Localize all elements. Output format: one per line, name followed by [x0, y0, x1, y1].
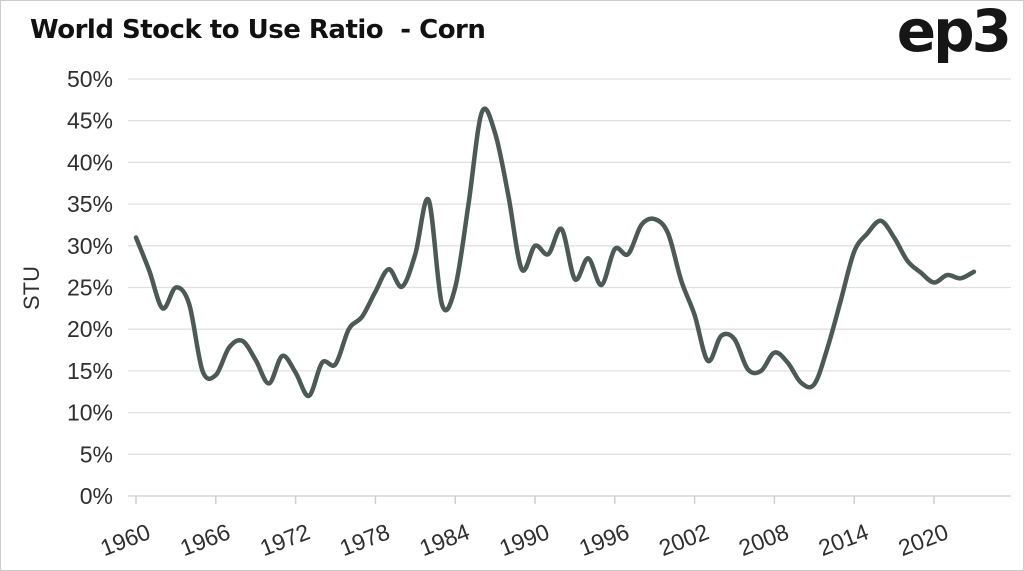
y-tick-label: 35%: [67, 191, 113, 217]
x-tick-label: 2002: [655, 518, 712, 561]
y-tick-label: 10%: [67, 400, 113, 426]
gridlines: [128, 78, 1011, 497]
y-tick-label: 45%: [67, 108, 113, 134]
page-title: World Stock to Use Ratio - Corn: [30, 15, 486, 45]
x-tick-label: 1990: [496, 518, 553, 561]
x-tick-label: 1996: [576, 518, 633, 561]
x-axis: [135, 496, 935, 504]
y-tick-label: 50%: [67, 66, 113, 92]
y-tick-label: 40%: [67, 149, 113, 175]
series-line-corn-stu: [133, 106, 977, 399]
y-tick-label: 25%: [67, 275, 113, 301]
brand-logo: ep3: [896, 0, 1012, 65]
y-tick-label: 5%: [80, 441, 113, 467]
x-tick-label: 2020: [895, 518, 952, 561]
x-tick-label: 1966: [177, 518, 234, 561]
y-tick-label: 30%: [67, 233, 113, 259]
y-tick-label: 15%: [67, 358, 113, 384]
tick-labels: 0% 5% 10% 15% 20% 25% 30% 35% 40% 45% 50% 1960 1966 1…: [67, 66, 952, 561]
x-tick-label: 1960: [97, 518, 154, 561]
x-tick-label: 1984: [416, 518, 473, 561]
y-tick-label: 0%: [80, 483, 113, 509]
x-tick-label: 2008: [735, 518, 792, 561]
y-tick-label: 20%: [67, 316, 113, 342]
y-axis-title: STU: [19, 266, 44, 310]
x-tick-label: 1978: [336, 518, 393, 561]
x-tick-label: 1972: [256, 518, 313, 561]
x-tick-label: 2014: [815, 518, 872, 561]
